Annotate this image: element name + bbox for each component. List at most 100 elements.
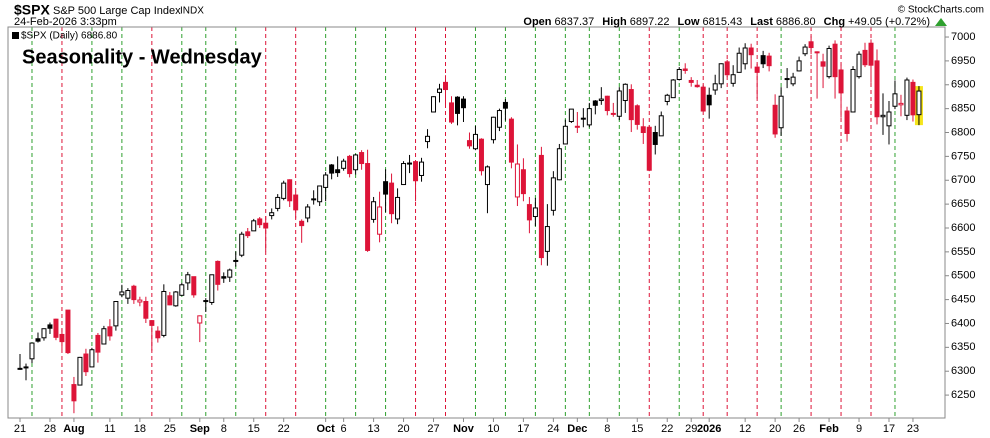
candle-body [514, 163, 520, 198]
y-tick-label: 6350 [951, 341, 975, 353]
candle-body [832, 43, 838, 78]
candle-body [688, 79, 694, 83]
x-tick-label: 8 [221, 423, 227, 435]
candle-body [185, 274, 191, 284]
candle-body [425, 135, 431, 143]
x-tick-label: 22 [278, 423, 290, 435]
candle-body [778, 95, 784, 129]
candle-body [610, 112, 616, 115]
candle-body [646, 126, 652, 171]
candle-body [437, 88, 443, 93]
candle-body [179, 284, 185, 296]
candle-body [484, 166, 490, 186]
candle-body [472, 133, 478, 150]
candle-body [371, 201, 377, 220]
candle-body [658, 115, 664, 137]
candle-body [161, 290, 167, 336]
candle-body [766, 55, 772, 67]
candle-body [53, 318, 59, 338]
candle-body [742, 47, 748, 65]
candle-body [41, 328, 47, 339]
annotation-title: Seasonality - Wednesday [22, 46, 263, 68]
y-tick-label: 6950 [951, 55, 975, 67]
candle-body [730, 74, 736, 84]
x-tick-label: 2026 [697, 423, 721, 435]
x-tick-label: 22 [661, 423, 673, 435]
candle-body [257, 218, 263, 226]
candle-body [448, 102, 454, 123]
candle-body [305, 206, 311, 219]
candle-body [251, 220, 257, 232]
candle-body [676, 68, 682, 81]
candle-body [562, 125, 568, 145]
candle-body [916, 90, 922, 116]
candle-body [856, 53, 862, 78]
candle-body [754, 66, 760, 73]
x-tick-label: 10 [487, 423, 499, 435]
candle-body [808, 41, 814, 49]
candle-body [724, 61, 730, 76]
candle-body [149, 320, 155, 326]
candle-body [682, 68, 688, 71]
x-tick-label: 23 [907, 423, 919, 435]
candle-body [263, 222, 269, 229]
x-tick-label: 12 [739, 423, 751, 435]
candle-body [239, 233, 245, 256]
candle-body [736, 52, 742, 73]
candle-body [838, 69, 844, 94]
candle-body [35, 338, 41, 342]
x-tick-label: 18 [134, 423, 146, 435]
x-tick-label: Dec [567, 423, 587, 435]
symbol: $SPX [14, 2, 50, 18]
candle-body [580, 117, 586, 120]
x-tick-label: 24 [547, 423, 559, 435]
candle-body [23, 366, 29, 369]
x-tick-label: 17 [883, 423, 895, 435]
candle-body [245, 231, 251, 237]
candle-body [556, 148, 562, 181]
y-tick-label: 7000 [951, 31, 975, 43]
quote-value: +49.05 (+0.72%) [848, 16, 930, 28]
candle-body [616, 90, 622, 117]
x-tick-label: 9 [856, 423, 862, 435]
candle-body [568, 108, 574, 123]
candle-body [155, 330, 161, 339]
candle-body [466, 140, 472, 147]
candle-body [347, 155, 353, 175]
candle-body [526, 204, 532, 221]
x-tick-label: 15 [248, 423, 260, 435]
x-tick-label: 6 [341, 423, 347, 435]
y-tick-label: 6250 [951, 389, 975, 401]
candle-body [508, 118, 514, 163]
x-tick-label: Sep [190, 423, 210, 435]
candle-body [215, 260, 221, 285]
y-tick-label: 6700 [951, 174, 975, 186]
candle-body [628, 89, 634, 121]
y-tick-label: 6400 [951, 317, 975, 329]
candle-body [826, 47, 832, 78]
candle-body [221, 276, 227, 279]
quote-line: Open 6837.37 High 6897.22 Low 6815.43 Last 6886… [523, 16, 930, 28]
candle-body [113, 301, 119, 327]
candle-body [490, 116, 496, 141]
candle-body [275, 196, 281, 209]
y-tick-label: 6450 [951, 294, 975, 306]
plot-area [17, 27, 923, 418]
candle-body [365, 163, 371, 251]
quote-value: 6886.80 [776, 16, 816, 28]
candle-body [419, 161, 425, 176]
x-tick-label: 20 [397, 423, 409, 435]
candle-body [862, 49, 868, 66]
candle-body [341, 160, 347, 169]
legend-swatch [12, 32, 19, 39]
quote-value: 6837.37 [555, 16, 595, 28]
candle-body [592, 100, 598, 106]
candle-body [401, 163, 407, 186]
y-tick-label: 6550 [951, 246, 975, 258]
candle-body [107, 326, 113, 337]
quote-value: 6815.43 [703, 16, 743, 28]
x-tick-label: 17 [517, 423, 529, 435]
candle-body [850, 68, 856, 113]
candle-body [29, 342, 35, 360]
